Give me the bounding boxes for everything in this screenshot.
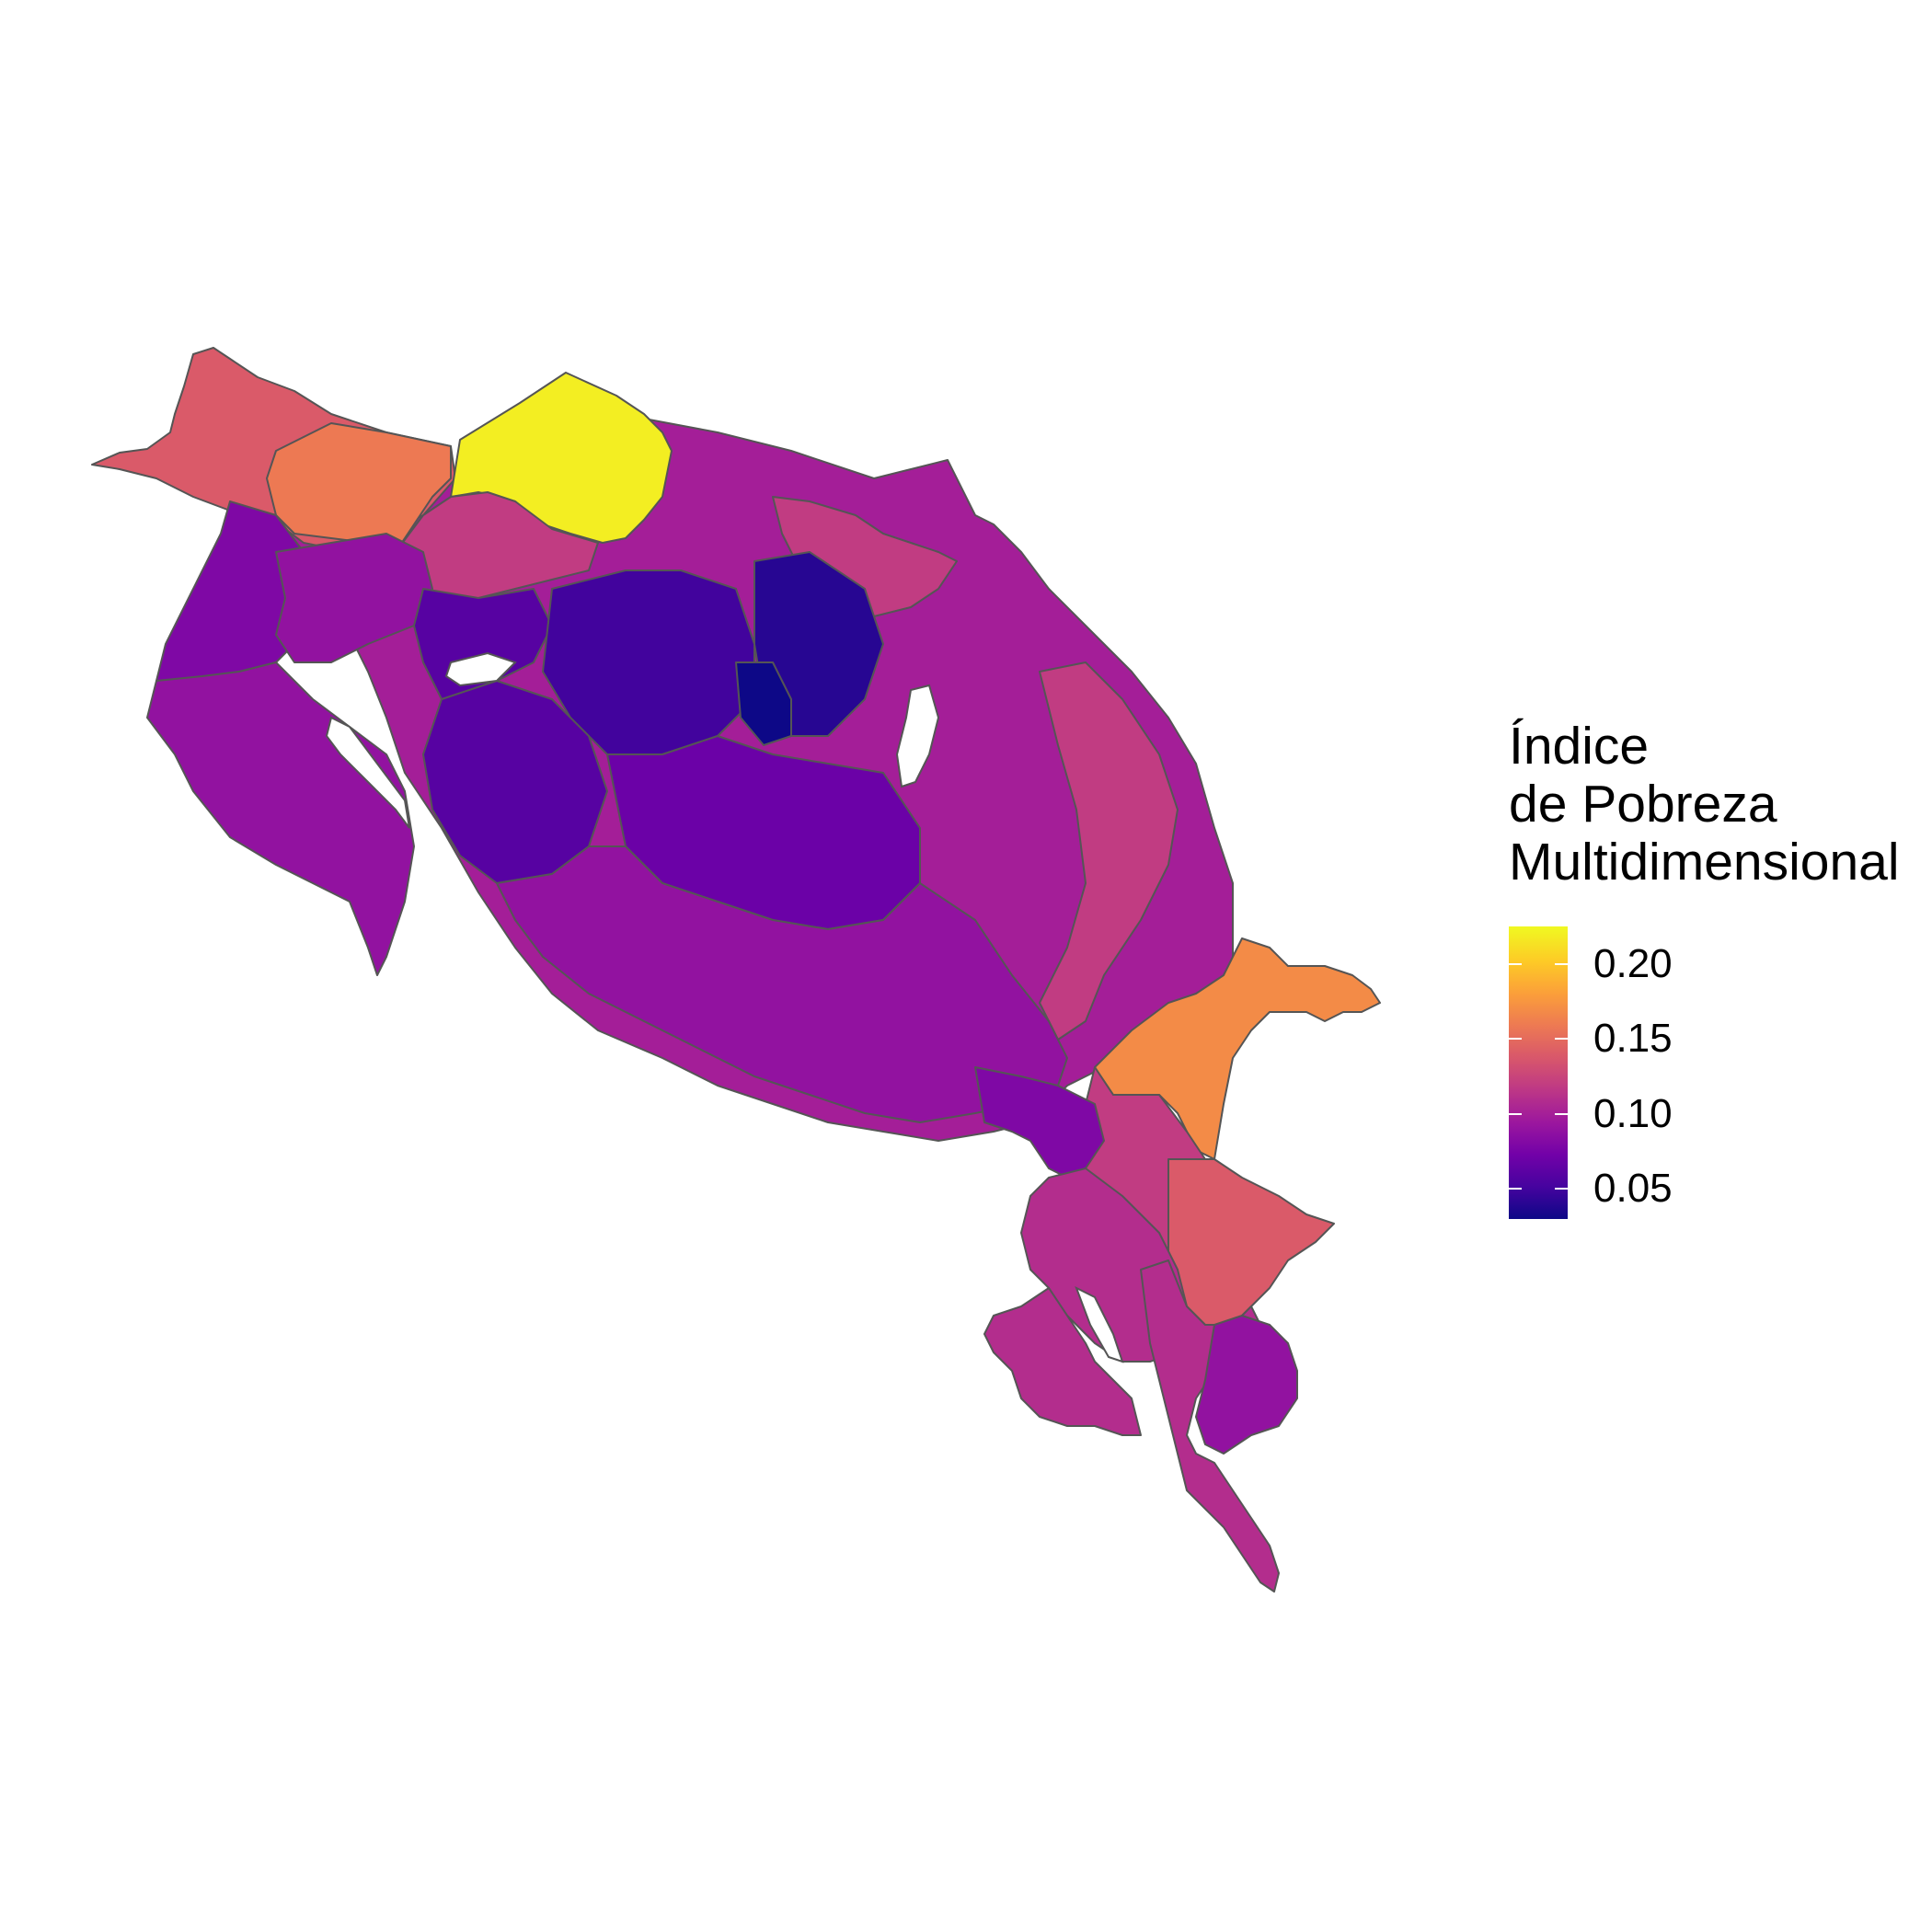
golfo-dulce-gap <box>1075 1285 1124 1363</box>
choropleth-map <box>91 347 1381 1593</box>
legend-tick-mark <box>1509 1188 1522 1190</box>
legend-tick-mark <box>1555 962 1568 965</box>
legend-tick-label: 0.20 <box>1593 940 1673 986</box>
legend-colorbar <box>1509 926 1568 1219</box>
region-caribbean-inner <box>1039 661 1179 1041</box>
region-east-border-orange <box>1094 937 1381 1160</box>
legend-tick-mark <box>1509 1112 1522 1115</box>
region-nicoya-peninsula <box>146 661 415 976</box>
legend-tick-label: 0.10 <box>1593 1090 1673 1136</box>
central-gap <box>444 651 517 687</box>
region-guanacaste-central <box>275 533 433 663</box>
legend-tick-mark <box>1555 1188 1568 1190</box>
legend-tick-label: 0.05 <box>1593 1166 1673 1212</box>
legend-tick-mark <box>1555 1112 1568 1115</box>
legend-tick-mark <box>1509 1038 1522 1041</box>
legend: Índice de Pobreza Multidimensional 0.20 0… <box>1509 717 1900 1239</box>
lake-arenal-gap <box>895 684 940 788</box>
legend-body: 0.20 0.15 0.10 0.05 <box>1509 926 1895 1239</box>
region-central-valley-d <box>735 661 792 746</box>
gulf-nicoya-gap <box>325 716 410 829</box>
legend-tick-mark <box>1555 1038 1568 1041</box>
legend-title: Índice de Pobreza Multidimensional <box>1509 717 1900 891</box>
region-pacific-south-a <box>974 1066 1105 1179</box>
region-southern-purple <box>1195 1315 1298 1455</box>
region-pacific-central <box>496 845 1068 1123</box>
legend-tick-label: 0.15 <box>1593 1016 1673 1062</box>
legend-tick-mark <box>1509 962 1522 965</box>
region-south-east-coral <box>1167 1158 1335 1326</box>
region-osa-peninsula <box>983 1287 1142 1436</box>
region-central-valley-b <box>542 569 755 755</box>
